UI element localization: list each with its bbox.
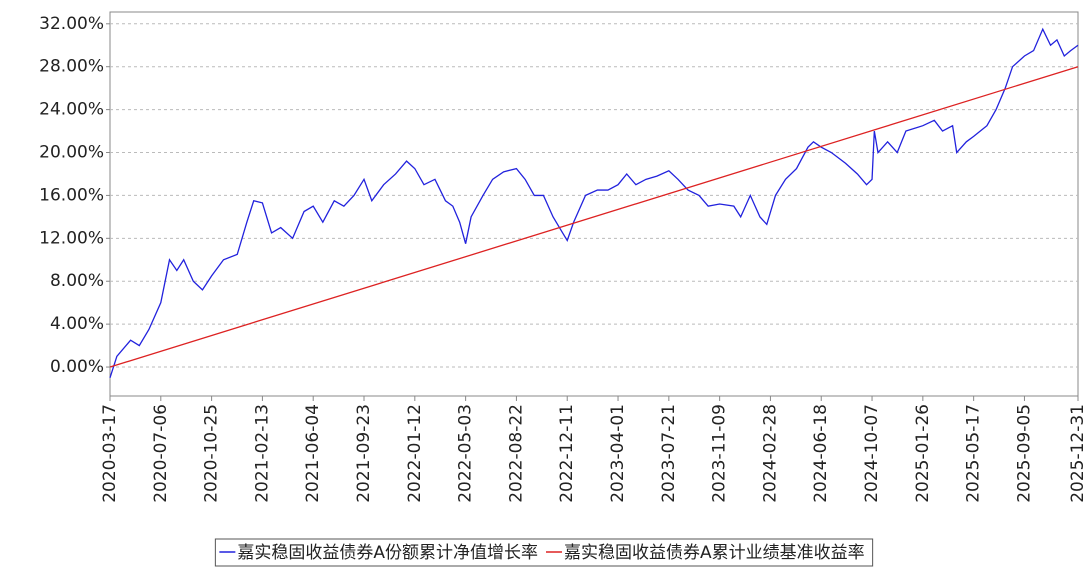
x-tick-label: 2022-05-03 (456, 404, 476, 503)
legend-label: 嘉实稳固收益债券A累计业绩基准收益率 (564, 543, 865, 563)
x-tick-label: 2021-06-04 (303, 404, 323, 503)
x-tick-label: 2022-01-12 (405, 404, 425, 503)
x-tick-label: 2020-07-06 (151, 404, 171, 503)
y-tick-label: 16.00% (39, 185, 104, 205)
x-tick-label: 2025-12-31 (1068, 404, 1088, 503)
y-tick-label: 12.00% (39, 228, 104, 248)
x-tick-label: 2024-06-18 (811, 404, 831, 503)
legend-box (214, 538, 874, 567)
y-tick-label: 24.00% (39, 100, 104, 120)
x-tick-label: 2023-04-01 (608, 404, 628, 503)
x-tick-label: 2022-08-22 (506, 404, 526, 503)
x-tick-label: 2021-09-23 (354, 404, 374, 503)
x-tick-label: 2025-01-26 (913, 404, 933, 503)
y-tick-label: 20.00% (39, 143, 104, 163)
x-tick-label: 2022-12-11 (557, 404, 577, 503)
y-tick-label: 32.00% (39, 14, 104, 34)
x-tick-label: 2025-09-05 (1014, 404, 1034, 503)
y-tick-label: 4.00% (50, 314, 104, 334)
x-tick-label: 2025-05-17 (964, 404, 984, 503)
legend: 嘉实稳固收益债券A份额累计净值增长率 嘉实稳固收益债券A累计业绩基准收益率 (214, 538, 874, 567)
y-tick-label: 28.00% (39, 57, 104, 77)
x-tick-label: 2020-03-17 (100, 404, 120, 503)
y-tick-label: 0.00% (50, 357, 104, 377)
x-tick-label: 2023-11-09 (710, 404, 730, 503)
data-line (109, 66, 1079, 368)
x-tick-label: 2023-07-21 (659, 404, 679, 503)
x-tick-label: 2024-02-28 (760, 404, 780, 503)
y-tick-label: 8.00% (50, 271, 104, 291)
plot-frame (109, 11, 1079, 397)
legend-label: 嘉实稳固收益债券A份额累计净值增长率 (237, 543, 538, 563)
x-tick-label: 2020-10-25 (202, 404, 222, 503)
data-line (109, 27, 1079, 378)
x-tick-label: 2024-10-07 (862, 404, 882, 503)
x-tick-label: 2021-02-13 (252, 404, 272, 503)
